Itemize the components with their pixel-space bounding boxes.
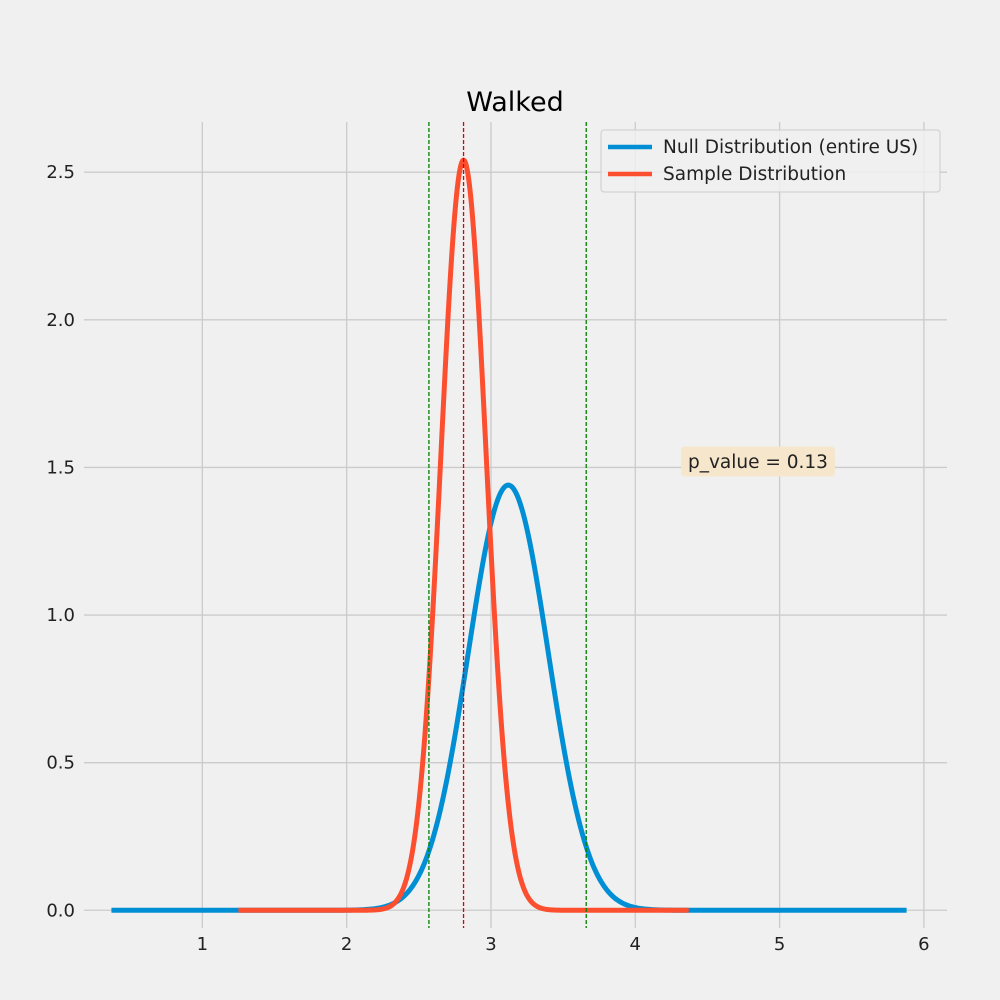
x-tick-label: 2 [341, 934, 352, 955]
series-lines [110, 157, 908, 913]
reference-lines [428, 122, 587, 928]
annotation: p_value = 0.13 [680, 446, 835, 477]
y-tick-label: 2.5 [46, 162, 75, 183]
chart-title: Walked [466, 87, 563, 118]
x-tick-label: 5 [774, 934, 785, 955]
x-tick-label: 1 [197, 934, 208, 955]
legend-label-null: Null Distribution (entire US) [663, 137, 918, 158]
x-tick-label: 6 [918, 934, 929, 955]
grid [84, 122, 947, 928]
x-tick-label: 4 [630, 934, 641, 955]
y-tick-label: 0.0 [46, 900, 75, 921]
annotation-text: p_value = 0.13 [688, 452, 828, 473]
tick-labels: 1 2 3 4 5 6 0.0 0.5 1.0 1.5 2.0 2.5 [46, 162, 929, 955]
y-tick-label: 1.5 [46, 457, 75, 478]
legend: Null Distribution (entire US) Sample Dis… [600, 129, 941, 193]
annotation-box [680, 446, 835, 477]
y-tick-label: 0.5 [46, 753, 75, 774]
y-tick-label: 1.0 [46, 605, 75, 626]
null-distribution-line [110, 482, 908, 913]
legend-frame [600, 129, 941, 193]
legend-label-sample: Sample Distribution [663, 164, 846, 185]
x-tick-label: 3 [485, 934, 496, 955]
y-tick-label: 2.0 [46, 310, 75, 331]
